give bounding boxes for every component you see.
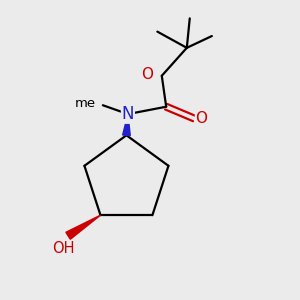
Text: me: me [74, 97, 95, 110]
Text: OH: OH [52, 241, 75, 256]
Text: O: O [196, 111, 208, 126]
Text: N: N [122, 105, 134, 123]
Polygon shape [123, 114, 130, 136]
Text: O: O [142, 67, 154, 82]
Polygon shape [66, 215, 100, 239]
